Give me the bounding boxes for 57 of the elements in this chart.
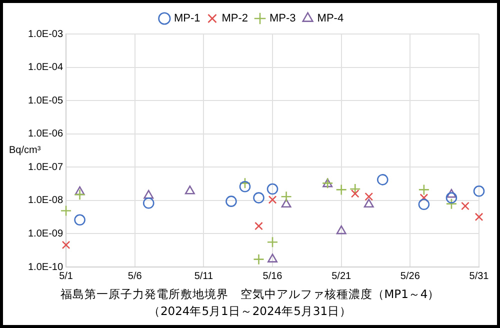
point	[473, 186, 485, 197]
x-tick-label: 5/31	[469, 270, 490, 282]
point	[461, 202, 470, 210]
point	[376, 174, 388, 186]
legend-label: MP-1	[174, 12, 200, 25]
point	[364, 192, 374, 201]
y-tick-label: 1.0E-06	[28, 128, 64, 140]
y-tick-label: 1.0E-04	[28, 62, 64, 74]
point	[418, 198, 430, 210]
point	[74, 186, 85, 196]
x-tick-label: 5/6	[128, 270, 142, 282]
x-tick-label: 5/21	[332, 270, 352, 282]
y-tick-label: 1.0E-05	[28, 95, 64, 106]
point	[446, 192, 458, 204]
point	[420, 194, 428, 202]
point	[268, 196, 277, 204]
point	[474, 212, 484, 222]
point	[268, 254, 278, 262]
legend-label: MP-3	[270, 12, 296, 25]
point	[446, 188, 456, 198]
point	[350, 189, 360, 198]
point	[253, 192, 264, 204]
point	[62, 240, 70, 250]
point	[226, 196, 237, 207]
point	[364, 198, 374, 208]
point	[418, 184, 430, 196]
text: （2024年5月1日～2024年5月31日）	[147, 304, 353, 319]
x-tick-label: 5/1	[59, 270, 74, 282]
point	[281, 198, 292, 208]
point	[74, 188, 86, 200]
legend-label: MP-2	[222, 12, 248, 25]
y-tick-label: 1.0E-07	[28, 162, 64, 173]
point	[280, 190, 292, 202]
point	[239, 180, 251, 192]
x-tick-label: 5/26	[400, 270, 420, 282]
point	[446, 198, 458, 210]
y-tick-label: 1.0E-03	[28, 28, 64, 40]
y-tick-label: 1.0E-09	[28, 228, 64, 240]
point	[336, 225, 346, 234]
point	[254, 222, 263, 230]
point	[142, 197, 154, 209]
y-axis-title: Bq/cm³	[9, 145, 41, 156]
x-tick-label: 5/11	[194, 270, 214, 282]
point	[253, 254, 264, 265]
x-tick-label: 5/16	[262, 270, 283, 282]
point	[266, 183, 278, 195]
point	[184, 186, 195, 194]
point	[266, 236, 278, 248]
point	[74, 214, 86, 226]
text: 福島第一原子力発電所敷地境界 空気中アルファ核種濃度（MP1～4）	[59, 287, 441, 302]
point	[336, 184, 347, 196]
legend-label: MP-4	[317, 12, 344, 25]
y-tick-label: 1.0E-10	[28, 262, 64, 273]
y-tick-label: 1.0E-08	[28, 195, 64, 206]
point	[144, 190, 154, 199]
point	[60, 205, 72, 216]
point	[239, 178, 251, 189]
